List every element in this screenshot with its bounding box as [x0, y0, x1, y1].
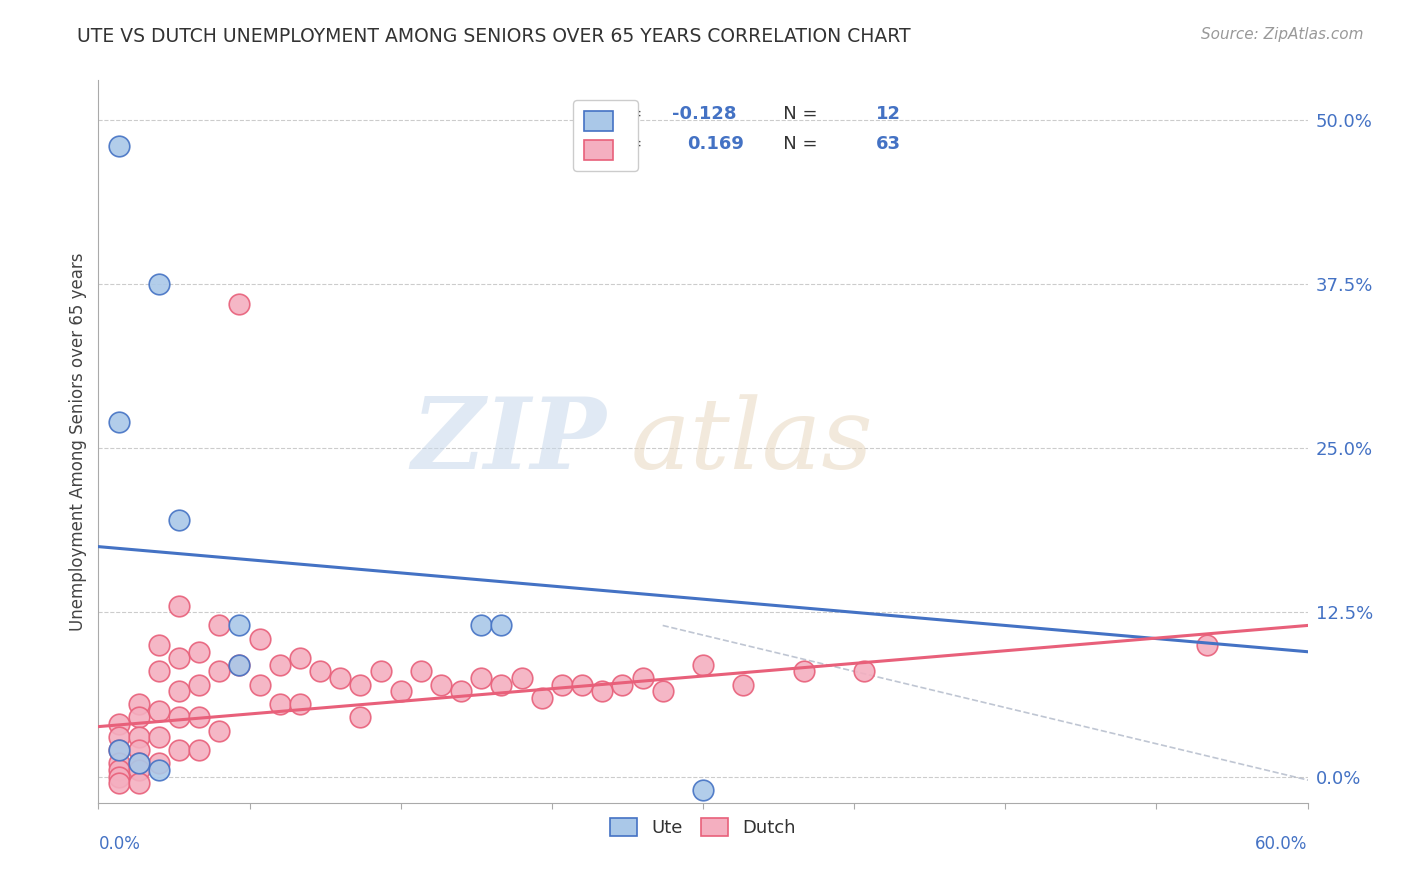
Point [793, 665, 815, 679]
Point [107, 770, 129, 784]
Text: 60.0%: 60.0% [1256, 835, 1308, 854]
Point [128, 743, 150, 757]
Point [733, 677, 755, 691]
Text: -0.128: -0.128 [672, 105, 737, 123]
Point [208, 665, 231, 679]
Point [591, 684, 613, 698]
Point [107, 756, 129, 771]
Point [167, 684, 190, 698]
Point [389, 684, 412, 698]
Point [188, 645, 211, 659]
Point [148, 730, 170, 744]
Point [228, 296, 250, 310]
Point [530, 690, 553, 705]
Text: 0.0%: 0.0% [98, 835, 141, 854]
Point [853, 665, 876, 679]
Text: R =: R = [609, 105, 648, 123]
Point [228, 657, 250, 672]
Point [491, 677, 513, 691]
Point [450, 684, 472, 698]
Point [269, 698, 291, 712]
Point [167, 599, 190, 613]
Point [631, 671, 654, 685]
Point [188, 743, 211, 757]
Point [510, 671, 533, 685]
Point [188, 677, 211, 691]
Point [269, 657, 291, 672]
Point [107, 743, 129, 757]
Point [128, 776, 150, 790]
Point [208, 618, 231, 632]
Text: ZIP: ZIP [412, 393, 606, 490]
Point [1195, 638, 1218, 652]
Point [167, 513, 190, 527]
Legend: Ute, Dutch: Ute, Dutch [603, 811, 803, 845]
Point [148, 665, 170, 679]
Point [651, 684, 673, 698]
Point [107, 139, 129, 153]
Point [491, 618, 513, 632]
Point [148, 277, 170, 291]
Point [188, 710, 211, 724]
Point [470, 618, 492, 632]
Text: N =: N = [766, 105, 823, 123]
Point [167, 651, 190, 665]
Point [692, 782, 714, 797]
Point [148, 763, 170, 777]
Point [309, 665, 332, 679]
Point [370, 665, 392, 679]
Text: 12: 12 [876, 105, 901, 123]
Point [107, 763, 129, 777]
Point [128, 698, 150, 712]
Point [128, 730, 150, 744]
Point [148, 638, 170, 652]
Text: 0.169: 0.169 [688, 135, 744, 153]
Point [228, 657, 250, 672]
Point [128, 756, 150, 771]
Point [551, 677, 574, 691]
Point [148, 756, 170, 771]
Point [329, 671, 352, 685]
Point [107, 776, 129, 790]
Point [571, 677, 593, 691]
Point [249, 677, 271, 691]
Text: atlas: atlas [630, 394, 873, 489]
Point [167, 743, 190, 757]
Y-axis label: Unemployment Among Seniors over 65 years: Unemployment Among Seniors over 65 years [69, 252, 87, 631]
Point [288, 651, 311, 665]
Text: Source: ZipAtlas.com: Source: ZipAtlas.com [1201, 27, 1364, 42]
Point [107, 415, 129, 429]
Text: R =: R = [609, 135, 654, 153]
Point [128, 763, 150, 777]
Point [470, 671, 492, 685]
Point [128, 756, 150, 771]
Point [228, 618, 250, 632]
Point [430, 677, 453, 691]
Point [208, 723, 231, 738]
Point [612, 677, 634, 691]
Point [409, 665, 432, 679]
Point [349, 677, 371, 691]
Point [107, 717, 129, 731]
Point [128, 710, 150, 724]
Text: UTE VS DUTCH UNEMPLOYMENT AMONG SENIORS OVER 65 YEARS CORRELATION CHART: UTE VS DUTCH UNEMPLOYMENT AMONG SENIORS … [77, 27, 911, 45]
Text: N =: N = [766, 135, 823, 153]
Text: 63: 63 [876, 135, 901, 153]
Point [692, 657, 714, 672]
Point [249, 632, 271, 646]
Point [167, 710, 190, 724]
Point [349, 710, 371, 724]
Point [148, 704, 170, 718]
Point [288, 698, 311, 712]
Point [107, 730, 129, 744]
Point [107, 743, 129, 757]
